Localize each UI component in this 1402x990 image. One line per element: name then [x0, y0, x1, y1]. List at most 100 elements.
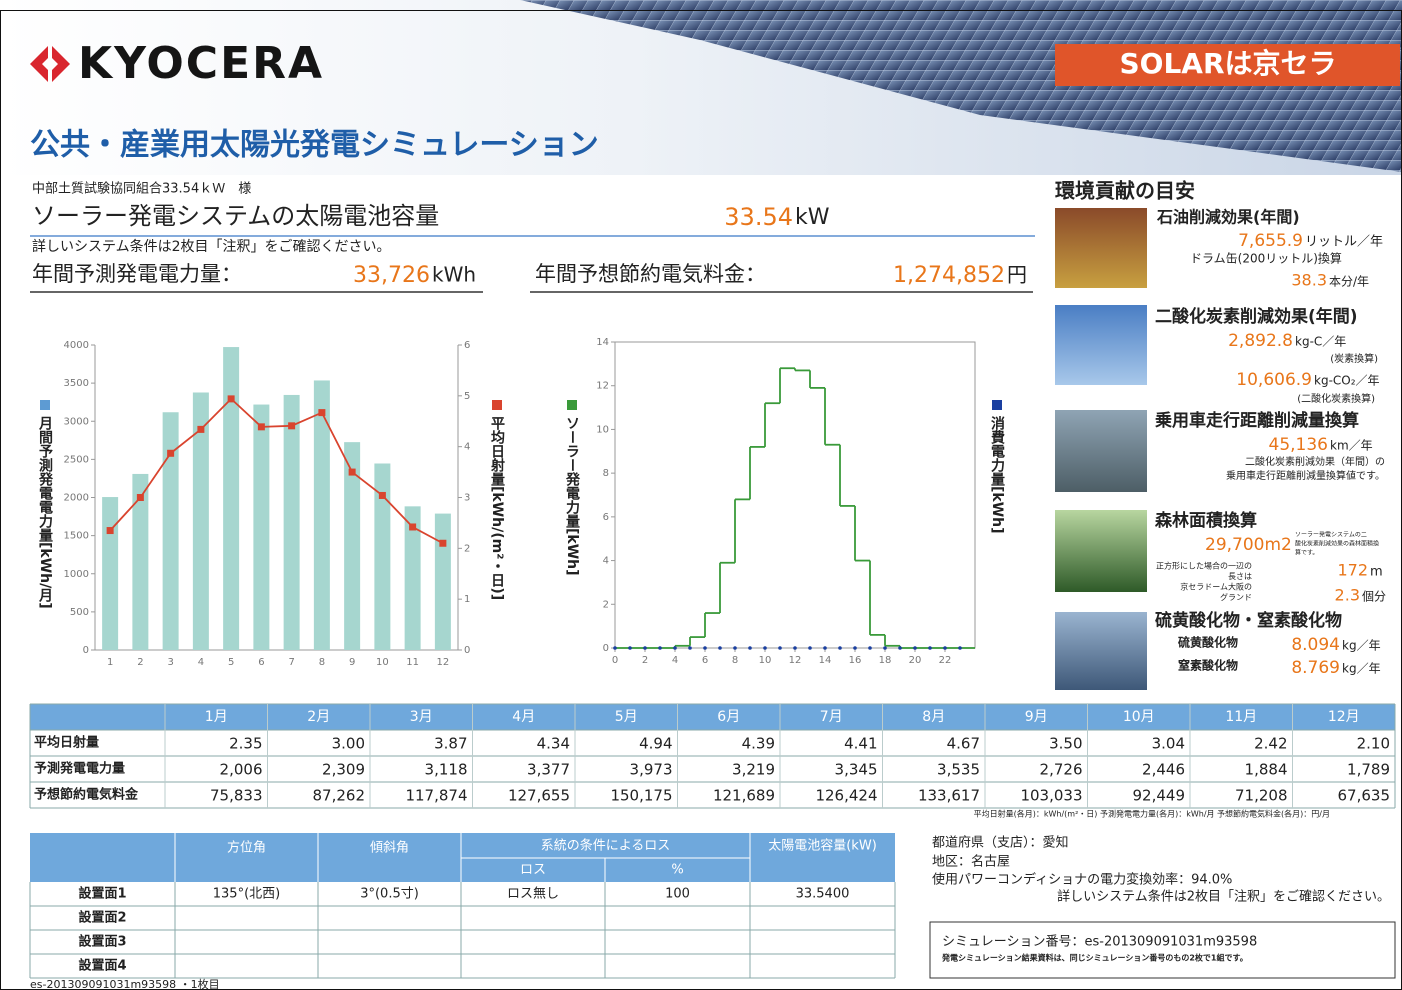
- simulation-note: 発電シミュレーション結果資料は、同じシミュレーション番号のもの2枚で1組です。: [941, 953, 1248, 963]
- column-header: 5月: [615, 709, 638, 725]
- x-tick-label: 11: [406, 657, 419, 668]
- y-tick-label: 0: [83, 645, 89, 656]
- consumption-point: [913, 646, 917, 650]
- cell: 3,118: [425, 761, 468, 779]
- cell: 3,535: [937, 761, 980, 779]
- env-note: グランド: [1220, 592, 1252, 602]
- column-header: 9月: [1025, 709, 1048, 725]
- env-note: 乗用車走行距離削減量換算値です。: [1226, 469, 1385, 482]
- annual-saving-value: 1,274,852: [893, 263, 1005, 288]
- env-note: 京セラドーム大阪の: [1180, 582, 1252, 592]
- column-header: ロス: [520, 863, 546, 878]
- x-tick-label: 9: [349, 657, 355, 668]
- column-header: 7月: [820, 709, 843, 725]
- column-header: 11月: [1225, 709, 1257, 725]
- column-header: 1月: [205, 709, 228, 725]
- line-marker: [197, 426, 204, 433]
- env-value: 2.3: [1335, 586, 1360, 605]
- cell: 71,208: [1235, 787, 1288, 805]
- column-header: 3月: [410, 709, 433, 725]
- cell: 2.42: [1254, 735, 1287, 753]
- cell: 3,973: [630, 761, 673, 779]
- consumption-point: [958, 646, 962, 650]
- consumption-point: [808, 646, 812, 650]
- consumption-point: [703, 646, 707, 650]
- x-tick-label: 1: [107, 657, 113, 668]
- cell: 2.35: [229, 735, 262, 753]
- line-marker: [258, 423, 265, 430]
- y-tick-label: 14: [596, 337, 609, 348]
- bar: [435, 514, 451, 650]
- env-note: 算です。: [1295, 549, 1318, 557]
- y2-tick-label: 6: [464, 340, 470, 351]
- cell: 3.00: [332, 735, 365, 753]
- page: KYOCERASOLARは京セラ公共・産業用太陽光発電シミュレーション中部土質試…: [0, 0, 1402, 990]
- column-header: 4月: [512, 709, 535, 725]
- consumption-point: [643, 646, 647, 650]
- line-marker: [137, 494, 144, 501]
- env-unit: m: [1370, 565, 1383, 580]
- cell: 1,789: [1347, 761, 1390, 779]
- bar: [314, 380, 330, 650]
- env-unit: km／年: [1330, 439, 1373, 453]
- x-tick-label: 0: [612, 655, 618, 666]
- consumption-point: [838, 646, 842, 650]
- line-marker: [228, 395, 235, 402]
- cell: 100: [665, 887, 690, 902]
- plot-frame: [615, 342, 975, 648]
- bar: [102, 497, 118, 650]
- row-label: 設置面2: [78, 910, 126, 926]
- env-unit: kg-C／年: [1295, 335, 1346, 349]
- simulation-box: [930, 922, 1395, 978]
- consumption-point: [658, 646, 662, 650]
- cell: 3°(0.5寸): [360, 887, 419, 902]
- x-tick-label: 12: [789, 655, 802, 666]
- line-marker: [409, 523, 416, 530]
- x-tick-label: 8: [319, 657, 325, 668]
- info: 使用パワーコンディショナの電力変換効率：94.0%: [932, 872, 1232, 888]
- cell: 103,033: [1020, 787, 1082, 805]
- legend-swatch: [492, 400, 502, 410]
- x-tick-label: 8: [732, 655, 738, 666]
- cell: 75,833: [210, 787, 263, 805]
- env-unit: kg／年: [1342, 639, 1381, 653]
- column-header: 10月: [1123, 709, 1155, 725]
- env-row-label: 硫黄酸化物: [1178, 635, 1238, 650]
- note: 詳しいシステム条件は2枚目「注釈」をご確認ください。: [32, 238, 391, 255]
- info-note: 詳しいシステム条件は2枚目「注釈」をご確認ください。: [1057, 889, 1390, 905]
- env-item-title: 二酸化炭素削減効果(年間): [1155, 306, 1358, 327]
- y2-tick-label: 0: [464, 645, 470, 656]
- line-marker: [107, 527, 114, 534]
- cell: 2,446: [1142, 761, 1185, 779]
- consumption-point: [718, 646, 722, 650]
- legend-label: 月間予測発電電力量[kWh/月]: [37, 416, 54, 609]
- cell: 2,309: [322, 761, 365, 779]
- x-tick-label: 5: [228, 657, 234, 668]
- env-value: 10,606.9: [1236, 370, 1312, 390]
- y-tick-label: 1500: [64, 531, 89, 542]
- line-marker: [318, 409, 325, 416]
- y2-tick-label: 4: [464, 442, 470, 453]
- table-note: 平均日射量(各月)：kWh/(m²・日) 予測発電電力量(各月)：kWh/月 予…: [974, 809, 1330, 819]
- env-note: (二酸化炭素換算): [1297, 392, 1375, 405]
- x-tick-label: 18: [879, 655, 892, 666]
- cell: 127,655: [508, 787, 570, 805]
- capacity-label: ソーラー発電システムの太陽電池容量: [32, 202, 439, 230]
- x-tick-label: 16: [849, 655, 862, 666]
- cell: 121,689: [713, 787, 775, 805]
- consumption-point: [763, 646, 767, 650]
- column-header: 8月: [922, 709, 945, 725]
- logo: KYOCERA: [78, 38, 324, 89]
- cell: ロス無し: [507, 887, 559, 902]
- cell: 4.39: [742, 735, 775, 753]
- env-value: 8.094: [1291, 635, 1340, 655]
- photo-oil: [1055, 208, 1147, 288]
- env-value: 172: [1337, 561, 1368, 580]
- env-item-title: 石油削減効果(年間): [1156, 208, 1300, 227]
- x-tick-label: 3: [167, 657, 173, 668]
- capacity-unit: kW: [795, 205, 830, 230]
- row-label: 予測発電電力量: [34, 761, 125, 777]
- y2-tick-label: 1: [464, 594, 470, 605]
- cell: 3.87: [434, 735, 467, 753]
- row-label: 平均日射量: [34, 735, 99, 751]
